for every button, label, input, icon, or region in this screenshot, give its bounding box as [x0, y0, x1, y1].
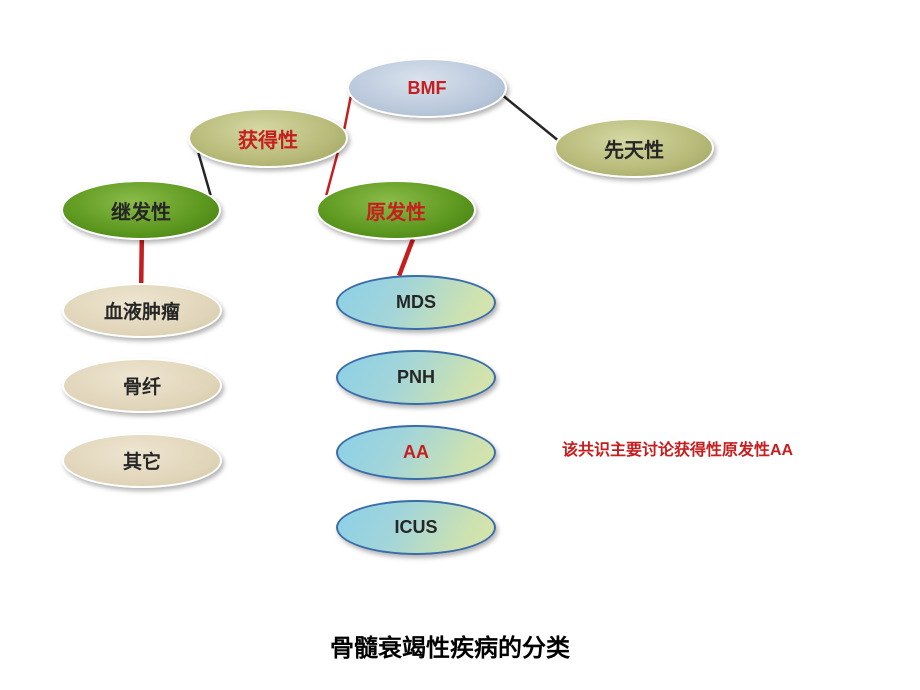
node-congenital: 先天性 — [554, 118, 714, 178]
node-hemtumor: 血液肿瘤 — [62, 283, 222, 338]
node-mds: MDS — [336, 275, 496, 330]
node-primary: 原发性 — [316, 180, 476, 240]
edge-bmf-acquired — [344, 97, 350, 129]
edge-bmf-congenital — [504, 96, 557, 139]
node-secondary: 继发性 — [61, 180, 221, 240]
note-text: 该共识主要讨论获得性原发性AA — [562, 436, 793, 460]
node-icus: ICUS — [336, 500, 496, 555]
edge-primary-mds — [399, 239, 413, 275]
node-pnh: PNH — [336, 350, 496, 405]
edge-acquired-secondary — [198, 153, 210, 195]
edge-secondary-hemtumor — [141, 240, 142, 283]
diagram-title: 骨髓衰竭性疾病的分类 — [330, 628, 570, 663]
node-acquired: 获得性 — [188, 108, 348, 168]
node-bmf: BMF — [347, 58, 507, 118]
node-bonefibrosis: 骨纤 — [62, 358, 222, 413]
node-aa: AA — [336, 425, 496, 480]
node-other: 其它 — [62, 433, 222, 488]
